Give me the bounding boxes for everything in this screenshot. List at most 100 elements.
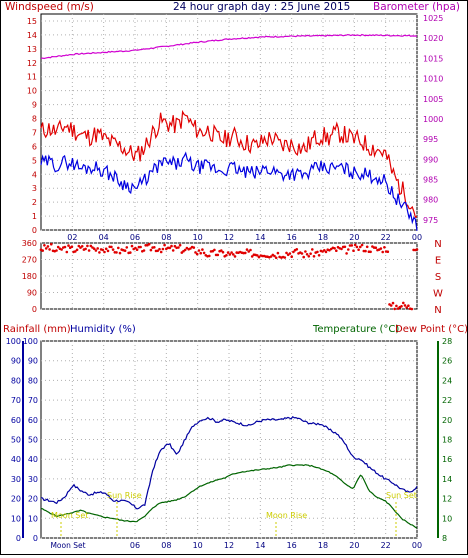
direction-point <box>374 246 378 249</box>
direction-point <box>195 252 199 256</box>
compass-label: N <box>434 305 441 316</box>
direction-point <box>87 249 91 252</box>
windspeed-tick-label: 5 <box>32 156 37 165</box>
direction-point <box>96 247 99 250</box>
direction-point <box>185 246 189 250</box>
direction-point <box>65 250 69 254</box>
direction-point <box>135 248 139 251</box>
humidity-tick-label: 40 <box>28 455 38 464</box>
rainfall-tick-label: 30 <box>11 475 21 484</box>
direction-point <box>360 243 364 247</box>
compass-label: W <box>433 289 443 300</box>
direction-point <box>92 247 96 250</box>
direction-point <box>340 247 343 251</box>
temperature-tick-label: 22 <box>442 396 452 405</box>
direction-point <box>86 244 89 248</box>
wind-x-tick-label: 10 <box>193 233 203 242</box>
direction-point <box>63 245 67 249</box>
direction-point <box>55 249 58 252</box>
direction-point <box>383 246 386 249</box>
direction-point <box>221 250 225 254</box>
direction-point <box>147 242 151 246</box>
barometer-tick-label: 1000 <box>423 115 443 124</box>
direction-point <box>379 247 383 250</box>
direction-point <box>230 251 233 254</box>
direction-point <box>225 254 228 257</box>
direction-point <box>74 250 77 253</box>
direction-point <box>353 243 357 247</box>
direction-point <box>48 248 51 251</box>
dewpoint-label: Dew Point (°C) <box>395 324 467 335</box>
direction-point <box>369 250 372 254</box>
windspeed-tick-label: 15 <box>27 17 37 26</box>
direction-point <box>130 244 134 248</box>
direction-point <box>101 248 105 252</box>
direction-point <box>75 248 79 252</box>
direction-point <box>44 247 48 250</box>
rainfall-tick-label: 0 <box>16 534 21 543</box>
temperature-tick-label: 16 <box>442 455 452 464</box>
direction-point <box>295 248 299 251</box>
direction-point <box>233 255 237 258</box>
wind-x-tick-label: 22 <box>381 233 391 242</box>
direction-point <box>89 244 93 248</box>
humidity-tick-label: 0 <box>33 534 38 543</box>
windspeed-tick-label: 13 <box>27 45 37 54</box>
lower-x-tick-label: 22 <box>381 541 391 550</box>
direction-point <box>41 249 44 252</box>
direction-point <box>125 246 129 249</box>
windspeed-label: Windspeed (m/s) <box>5 1 94 13</box>
barometer-tick-label: 980 <box>423 196 438 205</box>
windspeed-tick-label: 11 <box>27 73 37 82</box>
wind-x-tick-label: 02 <box>67 233 77 242</box>
chart-title: 24 hour graph day : 25 June 2015 <box>173 1 350 13</box>
direction-point <box>304 250 307 253</box>
direction-point <box>343 245 347 249</box>
direction-point <box>328 249 331 252</box>
direction-point <box>381 250 385 254</box>
direction-point <box>201 248 204 251</box>
wind-x-tick-label: 04 <box>99 233 109 242</box>
windspeed-tick-label: 7 <box>32 128 37 137</box>
rainfall-tick-label: 90 <box>11 357 21 366</box>
temperature-tick-label: 18 <box>442 436 452 445</box>
direction-point <box>405 306 409 309</box>
direction-point <box>273 254 276 258</box>
direction-point <box>393 307 397 311</box>
direction-point <box>111 248 115 251</box>
direction-point <box>317 254 321 257</box>
humidity-tick-label: 60 <box>28 416 38 425</box>
barometer-tick-label: 985 <box>423 176 438 185</box>
temperature-tick-label: 14 <box>442 475 452 484</box>
wind-x-tick-label: 12 <box>224 233 234 242</box>
barometer-tick-label: 995 <box>423 135 438 144</box>
direction-point <box>67 244 70 247</box>
temperature-label: Temperature (°C) <box>312 324 399 335</box>
direction-point <box>285 251 288 255</box>
wind-x-tick-label: 20 <box>349 233 359 242</box>
direction-point <box>305 253 309 256</box>
direction-point <box>80 245 84 248</box>
direction-point <box>43 244 46 247</box>
direction-tick-label: 90 <box>27 289 37 298</box>
direction-point <box>46 245 50 248</box>
direction-point <box>189 247 192 250</box>
windspeed-tick-label: 1 <box>32 212 37 221</box>
direction-point <box>170 244 173 248</box>
direction-point <box>357 248 360 251</box>
direction-point <box>290 255 294 258</box>
direction-point <box>104 247 108 251</box>
sun-moon-marker-label: Sun Rise <box>107 491 142 500</box>
direction-point <box>158 247 161 251</box>
wind-average-line <box>40 151 418 231</box>
direction-point <box>84 247 87 251</box>
humidity-tick-label: 100 <box>23 337 38 346</box>
wind-x-tick-label: 18 <box>318 233 328 242</box>
sun-moon-marker-label: Sun Set <box>386 491 417 500</box>
direction-tick-label: 180 <box>22 272 37 281</box>
temperature-tick-label: 24 <box>442 376 452 385</box>
wind-x-tick-label: 16 <box>287 233 297 242</box>
humidity-tick-label: 90 <box>28 357 38 366</box>
direction-point <box>56 245 60 249</box>
